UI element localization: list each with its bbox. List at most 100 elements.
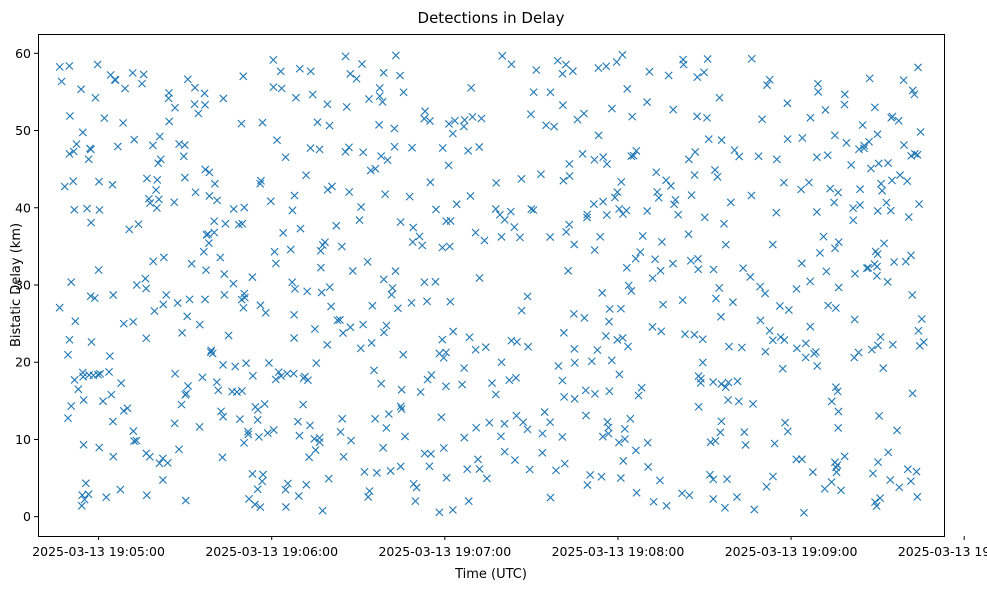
data-point [119,118,128,127]
data-point [821,105,830,114]
data-point [590,155,599,164]
data-point [840,90,849,99]
data-point [159,300,168,309]
data-point [696,374,705,383]
data-point [248,469,257,478]
data-point [382,423,391,432]
data-point [344,143,353,152]
data-point [213,196,222,205]
data-point [341,147,350,156]
data-point [618,50,627,59]
data-point [145,452,154,461]
data-point [770,439,779,448]
data-point [854,348,863,357]
data-point [290,333,299,342]
data-point [78,491,87,500]
x-axis-label: Time (UTC) [454,567,527,582]
data-point [915,341,924,350]
data-point [781,418,790,427]
data-point [159,253,168,262]
data-point [561,60,570,69]
data-point [452,200,461,209]
data-point [859,144,868,153]
data-point [55,303,64,312]
data-point [655,476,664,485]
data-point [870,103,879,112]
data-point [276,67,285,76]
data-point [872,271,881,280]
data-point [170,198,179,207]
data-point [747,191,756,200]
data-point [597,472,606,481]
x-tick-label: 2025-03-13 19:05:00 [32,544,165,559]
data-point [612,58,621,66]
data-point [179,152,188,161]
data-point [289,369,298,378]
data-point [460,433,469,442]
data-point [201,165,210,174]
data-point [880,239,889,248]
data-point [467,83,476,92]
data-point [636,248,645,257]
data-point [63,350,72,359]
data-point [546,418,555,427]
data-point [258,477,267,486]
data-point [290,191,299,200]
data-point [855,145,864,154]
data-point [836,486,845,495]
data-point [613,335,622,344]
data-point [87,218,96,227]
data-point [762,482,771,491]
data-point [132,436,141,445]
data-point [903,177,912,186]
data-point [438,243,447,252]
data-point [761,347,770,356]
data-point [776,333,785,342]
data-point [130,437,139,446]
data-point [442,348,451,357]
y-tick-label: 10 [15,432,31,447]
data-point [772,208,781,217]
data-point [914,326,923,335]
data-point [228,387,237,396]
data-point [345,188,354,196]
data-point [903,465,912,474]
data-point [842,138,851,147]
data-point [813,362,822,371]
data-point [60,182,69,191]
data-point [883,277,892,286]
data-point [396,402,405,411]
data-point [694,402,703,411]
data-point [445,242,454,251]
data-point [240,289,249,298]
data-point [768,240,777,249]
data-point [200,89,209,98]
data-point [379,275,388,284]
data-point [396,218,405,226]
data-point [684,155,693,164]
data-point [894,116,903,125]
data-point [901,257,910,266]
data-point [747,54,756,63]
data-point [258,118,267,127]
data-point [733,377,742,386]
data-point [910,90,919,99]
data-point [477,114,486,123]
data-point [139,70,148,79]
data-point [240,438,249,447]
data-point [874,458,883,467]
data-point [581,411,590,420]
data-point [507,60,516,69]
data-point [399,350,408,359]
data-point [108,417,117,426]
data-point [201,100,209,109]
data-point [390,124,399,133]
data-point [867,345,876,354]
data-point [703,55,712,64]
data-point [734,397,743,406]
data-point [538,429,547,438]
data-point [306,67,315,76]
data-point [303,287,312,296]
data-point [590,389,599,398]
data-point [670,200,679,209]
